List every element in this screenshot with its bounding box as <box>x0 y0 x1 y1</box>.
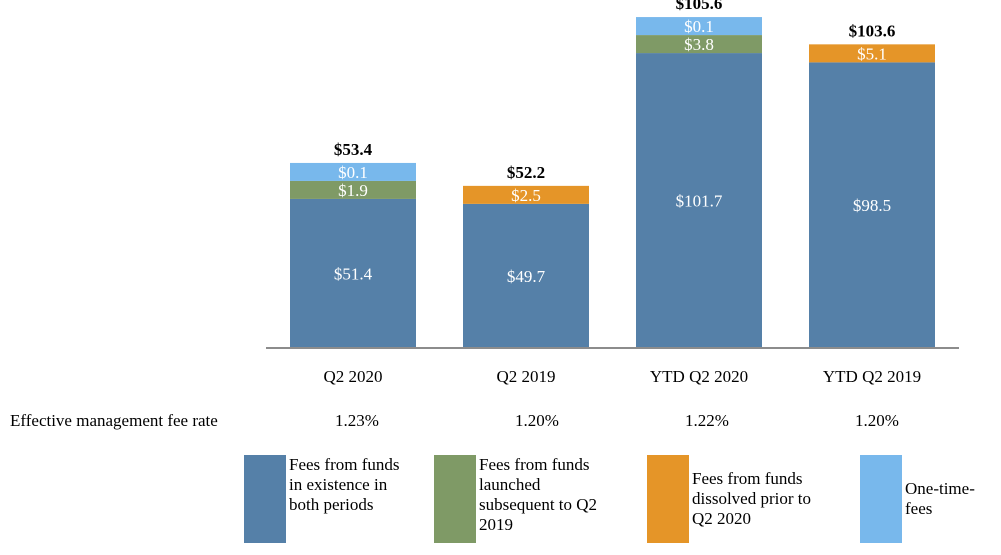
legend-label-line: 2019 <box>479 515 513 534</box>
bar-segment <box>463 203 589 348</box>
total-label: $105.6 <box>676 0 723 13</box>
legend-label: Fees from funds in existence in both per… <box>289 455 399 515</box>
data-label: $5.1 <box>857 44 887 63</box>
x-tick-label: YTD Q2 2019 <box>823 367 921 386</box>
bar-segment <box>290 180 416 199</box>
x-tick-label: Q2 2019 <box>496 367 555 386</box>
stacked-bar-chart: $51.4$1.9$0.1$53.4Q2 2020$49.7$2.5$52.2Q… <box>266 0 959 386</box>
legend-label-line: Q2 2020 <box>692 509 752 528</box>
legend-label-line: Fees from funds <box>692 469 803 488</box>
fee-rate-value: 1.20% <box>855 411 899 430</box>
legend-label: One-time- fees <box>905 479 975 519</box>
legend-label-line: dissolved prior to <box>692 489 811 508</box>
legend-label-line: in existence in <box>289 475 388 494</box>
data-label: $98.5 <box>853 196 891 215</box>
legend-label-line: launched <box>479 475 541 494</box>
legend-label-line: subsequent to Q2 <box>479 495 598 514</box>
legend-swatch <box>244 455 286 543</box>
bar-segment <box>290 162 416 181</box>
legend-item: Fees from funds in existence in both per… <box>244 455 434 543</box>
legend-swatch <box>860 455 902 543</box>
data-label: $51.4 <box>334 264 373 283</box>
total-label: $52.2 <box>507 163 545 182</box>
data-label: $49.7 <box>507 267 546 286</box>
legend-label-line: fees <box>905 499 933 518</box>
data-label: $0.1 <box>684 17 714 36</box>
legend-label-line: Fees from funds <box>289 455 400 474</box>
legend-item: One-time- fees <box>860 455 995 543</box>
x-tick-label: YTD Q2 2020 <box>650 367 748 386</box>
bar-segment <box>809 62 935 348</box>
total-label: $103.6 <box>849 21 896 40</box>
bar-segment <box>636 35 762 54</box>
data-label: $101.7 <box>676 192 723 211</box>
x-tick-label: Q2 2020 <box>323 367 382 386</box>
chart-legend: Fees from funds in existence in both per… <box>0 455 1001 555</box>
legend-label-line: Fees from funds <box>479 455 590 474</box>
legend-item: Fees from funds launched subsequent to Q… <box>434 455 644 543</box>
fee-rate-value: 1.20% <box>515 411 559 430</box>
legend-label-line: both periods <box>289 495 374 514</box>
fee-rate-value: 1.22% <box>685 411 729 430</box>
bar-segment <box>290 198 416 348</box>
legend-swatch <box>647 455 689 543</box>
data-label: $3.8 <box>684 35 714 54</box>
fee-rate-label: Effective management fee rate <box>10 411 218 430</box>
legend-label: Fees from funds launched subsequent to Q… <box>479 455 597 535</box>
legend-label-line: One-time- <box>905 479 975 498</box>
fee-rate-value: 1.23% <box>335 411 379 430</box>
bar-segment <box>636 17 762 36</box>
total-label: $53.4 <box>334 140 373 159</box>
legend-swatch <box>434 455 476 543</box>
data-label: $0.1 <box>338 163 368 182</box>
legend-item: Fees from funds dissolved prior to Q2 20… <box>647 455 857 543</box>
bar-segment <box>809 44 935 63</box>
data-label: $2.5 <box>511 186 541 205</box>
data-label: $1.9 <box>338 181 368 200</box>
bar-segment <box>636 53 762 348</box>
legend-label: Fees from funds dissolved prior to Q2 20… <box>692 469 811 529</box>
bar-segment <box>463 185 589 204</box>
